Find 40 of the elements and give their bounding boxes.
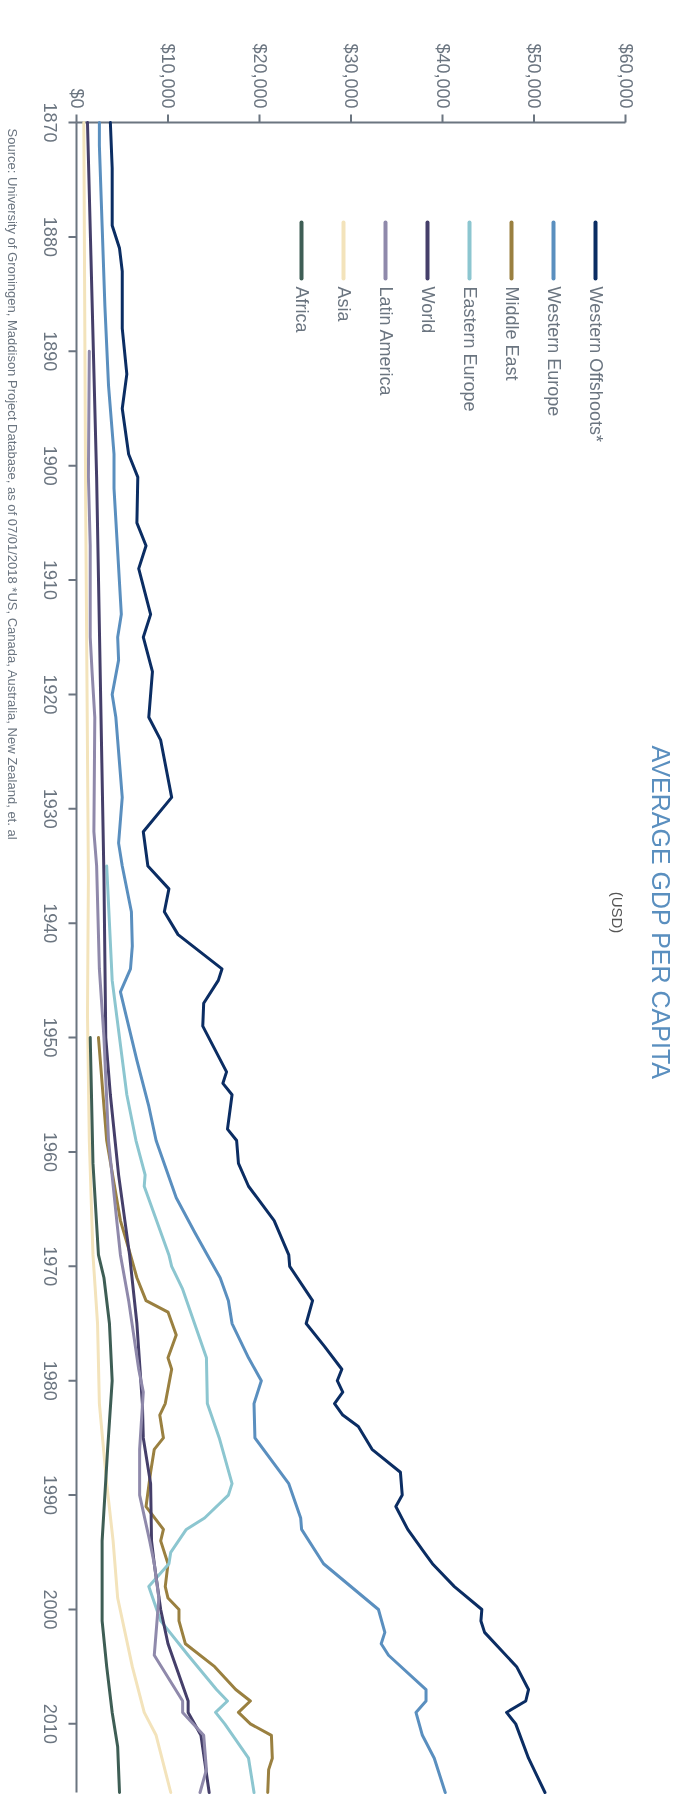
y-tick-label: 1990 — [40, 1475, 60, 1516]
y-tick-label: 2010 — [40, 1703, 60, 1744]
text: Eastern Europe — [459, 286, 480, 412]
text: Western Europe — [543, 286, 564, 417]
line-series — [97, 121, 447, 1794]
y-tick-label: 1910 — [40, 560, 60, 601]
y-tick-label: 2000 — [40, 1589, 60, 1630]
y-tick-label: 1960 — [40, 1131, 60, 1172]
text: Asia — [333, 286, 354, 323]
text: Africa — [291, 286, 312, 334]
line-series — [96, 1036, 274, 1794]
line-series — [86, 349, 208, 1794]
x-tick-label: $50,000 — [524, 43, 544, 109]
y-tick-label: 1950 — [40, 1017, 60, 1058]
y-tick-label: 1930 — [40, 788, 60, 829]
text: World — [417, 286, 438, 334]
x-tick-label: $20,000 — [249, 43, 270, 109]
source-note: Source: University of Groningen, Maddison Project Database, as of 07/01/2018 *US, Canada, Australia, New Zealand, et. al — [5, 128, 20, 840]
y-tick-label: 1890 — [40, 331, 60, 372]
x-tick-label: $10,000 — [158, 43, 178, 109]
y-tick-label: 1870 — [40, 102, 60, 143]
line-series — [105, 864, 256, 1794]
x-tick-label: $30,000 — [341, 43, 361, 109]
x-tick-label: $40,000 — [432, 43, 453, 109]
y-tick-label: 1920 — [40, 674, 60, 715]
x-tick-label: $60,000 — [615, 43, 636, 109]
y-tick-label: 1980 — [40, 1360, 60, 1401]
line-series — [85, 121, 211, 1794]
text: AVERAGE GDP PER CAPITA — [646, 745, 675, 1080]
text: Western Offshoots* — [585, 286, 606, 442]
text: (USD) — [609, 891, 626, 934]
y-tick-label: 1880 — [40, 216, 60, 257]
text: Middle East — [501, 286, 522, 381]
y-tick-label: 1940 — [40, 903, 60, 944]
text: Latin America — [375, 286, 396, 397]
y-tick-label: 1970 — [40, 1246, 60, 1287]
x-tick-label: $0 — [66, 88, 87, 109]
y-tick-label: 1900 — [40, 445, 60, 486]
line-series — [88, 1036, 121, 1794]
line-series — [82, 121, 173, 1794]
